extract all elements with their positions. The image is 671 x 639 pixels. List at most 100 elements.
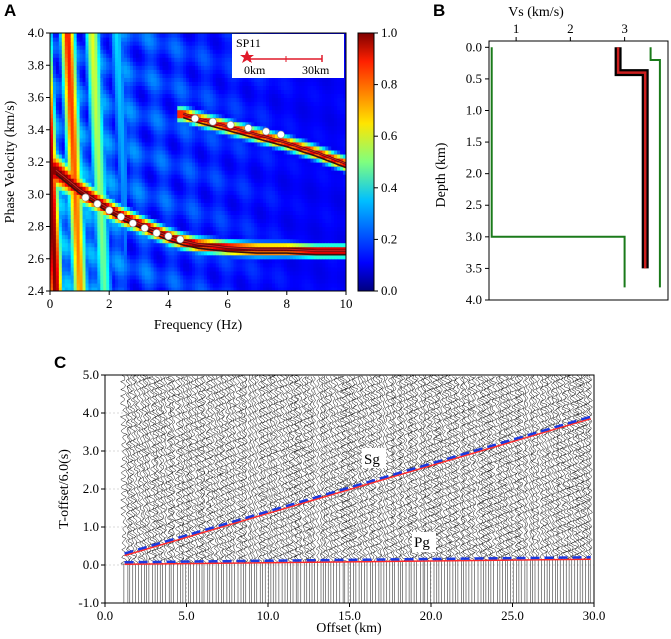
seismic-trace: [187, 375, 194, 603]
seismic-trace: [540, 375, 549, 603]
b-y-tick-label: 1.5: [466, 134, 482, 149]
seismic-trace: [507, 375, 514, 603]
seismic-trace: [355, 375, 363, 603]
colorbar-tick-label: 0.8: [381, 77, 397, 92]
seismic-trace: [394, 375, 402, 603]
seismic-trace: [378, 375, 385, 603]
pick-point: [128, 219, 137, 228]
b-y-tick-label: 2.0: [466, 166, 482, 181]
b-y-tick-label: 0.0: [466, 39, 482, 54]
seismic-trace: [440, 375, 449, 603]
seismic-trace: [201, 375, 208, 603]
seismic-trace: [508, 375, 518, 603]
c-y-tick-label: 1.0: [83, 519, 99, 534]
seismic-trace: [214, 375, 222, 603]
seismic-trace: [268, 375, 273, 603]
seismic-trace: [587, 375, 593, 603]
seismic-trace: [375, 375, 383, 603]
best-model-line: [616, 47, 647, 269]
seismic-trace: [385, 375, 395, 603]
seismic-trace: [205, 375, 215, 603]
seismic-trace: [175, 376, 185, 603]
c-x-tick-label: 20.0: [420, 608, 443, 623]
scale-end-label: 30km: [302, 63, 330, 77]
seismic-trace: [237, 375, 246, 603]
seismic-trace: [522, 375, 528, 603]
b-y-tick-label: 2.5: [466, 197, 482, 212]
y-tick-label: 3.4: [28, 122, 45, 137]
sg-label-bg: [362, 448, 386, 468]
seismic-trace: [292, 375, 300, 603]
seismic-trace: [462, 376, 471, 603]
phase-line-red-Pg: [124, 558, 591, 565]
seismic-trace: [261, 375, 270, 603]
colorbar-tick-label: 0.6: [381, 128, 398, 143]
c-y-tick-label: -1.0: [78, 595, 99, 610]
b-y-tick-label: 3.0: [466, 229, 482, 244]
seismic-trace: [311, 376, 317, 603]
station-inset: SP11 0km 30km: [232, 34, 344, 78]
seismic-trace: [209, 375, 217, 603]
pick-point: [226, 121, 235, 129]
colorbar: [357, 32, 375, 292]
seismic-trace: [143, 375, 150, 603]
seismic-trace: [474, 376, 482, 603]
pick-point: [191, 114, 199, 123]
seismic-trace: [138, 375, 145, 603]
seismic-trace: [546, 375, 553, 603]
seismic-trace: [125, 375, 134, 603]
seismic-trace: [315, 376, 321, 603]
colorbar-tick-label: 1.0: [381, 25, 397, 40]
seismic-trace: [204, 375, 212, 603]
seismic-trace: [288, 375, 298, 603]
seismic-trace: [147, 376, 157, 603]
colorbar-tick-label: 0.0: [381, 283, 397, 298]
seismic-trace: [517, 375, 526, 603]
seismic-trace: [135, 375, 142, 603]
seismic-trace: [556, 375, 564, 603]
seismic-trace: [286, 375, 295, 603]
seismic-trace: [335, 375, 345, 603]
seismic-trace: [218, 375, 226, 603]
y-tick-label: 3.0: [28, 186, 44, 201]
seismic-trace: [515, 375, 523, 603]
dispersion-picks: [81, 114, 285, 244]
b-y-tick-label: 4.0: [466, 292, 482, 307]
seismic-trace: [371, 375, 380, 603]
b-y-tick-label: 3.5: [466, 260, 482, 275]
pick-point: [140, 224, 149, 232]
pick-point: [244, 124, 253, 133]
pick-point: [105, 206, 114, 215]
x-tick-label: 6: [224, 296, 231, 311]
c-x-tick-label: 10.0: [257, 608, 280, 623]
seismic-trace: [247, 375, 252, 603]
c-x-tick-label: 30.0: [583, 608, 606, 623]
seismic-trace: [477, 376, 485, 603]
seismic-trace: [538, 375, 545, 603]
seismic-trace: [320, 376, 327, 603]
pick-point: [117, 212, 125, 221]
seismic-trace: [213, 375, 219, 603]
seismic-trace: [339, 375, 348, 603]
panel-label-c: C: [54, 353, 66, 372]
seismic-trace: [549, 375, 556, 603]
seismic-trace: [573, 375, 582, 603]
seismic-trace: [567, 375, 577, 603]
colorbar-tick-label: 0.4: [381, 180, 398, 195]
seismic-trace: [447, 375, 453, 603]
seismic-trace: [479, 376, 488, 603]
panel-c-ylabel: T-offset/6.0(s): [57, 449, 72, 529]
seismic-trace: [550, 375, 560, 603]
y-tick-label: 2.8: [28, 219, 44, 234]
y-tick-label: 4.0: [28, 25, 44, 40]
seismic-trace: [278, 375, 286, 603]
pick-point: [176, 235, 185, 244]
x-tick-label: 8: [284, 296, 291, 311]
seismic-trace: [173, 376, 182, 603]
pick-point: [164, 232, 173, 241]
seismic-trace: [156, 376, 165, 603]
seismic-trace: [566, 375, 572, 603]
panel-b-ticks: 1 2 3 0.0 0.5 1.0 1.5 2.0 2.5 3.0 3.5 4.0: [466, 21, 628, 307]
seismic-trace: [275, 375, 283, 603]
y-tick-label: 2.4: [28, 283, 45, 298]
